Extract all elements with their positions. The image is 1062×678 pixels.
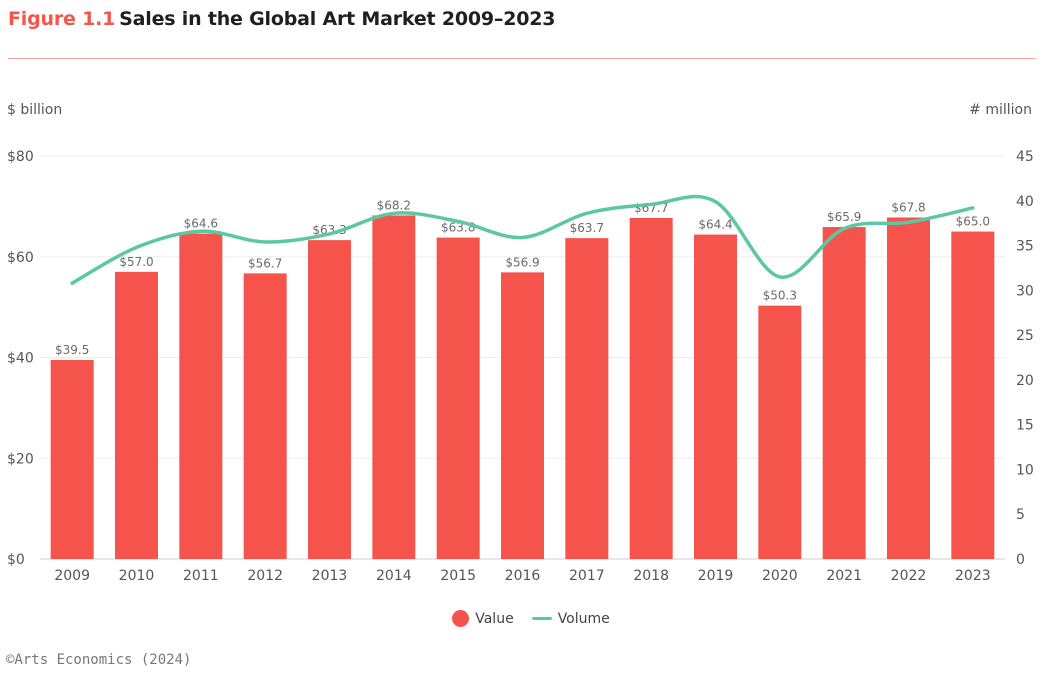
bar-value-label: $64.6 [184,217,218,231]
volume-line [70,194,975,285]
x-tick-label: 2010 [119,568,155,584]
bar-2012 [243,273,287,559]
bar-value-label: $64.4 [698,218,732,232]
bar-2018 [629,217,673,559]
y-right-tick-label: 15 [1016,418,1034,434]
bar-2015 [436,237,480,560]
bar-2013 [308,240,351,559]
bar-2022 [887,217,930,559]
x-tick-label: 2011 [183,568,219,584]
y-right-tick-label: 0 [1016,552,1025,568]
legend-label-volume: Volume [557,610,610,627]
bar-2010 [115,271,158,559]
bar-2016 [501,272,544,559]
y-right-tick-label: 10 [1016,462,1034,478]
bar-2023 [951,231,995,559]
bar-2021 [822,227,866,559]
legend-swatch-volume [531,617,552,620]
x-tick-label: 2014 [376,568,412,584]
y-right-tick-label: 40 [1016,194,1034,210]
bar-series [50,215,995,560]
y-right-axis-label: # million [969,102,1032,118]
x-tick-label: 2022 [891,568,927,584]
x-tick-label: 2020 [762,568,798,584]
legend-label-value: Value [475,610,514,627]
bar-value-label: $67.8 [891,200,925,214]
y-left-tick-label: $0 [7,552,25,568]
axes: $0 $20 $40 $60 $80 0 5 10 15 20 25 30 35 40 45 $ billio… [7,102,1034,584]
x-tick-label: 2023 [955,568,991,584]
title-divider [8,58,1036,59]
bar-value-label: $57.0 [119,255,153,269]
y-left-tick-label: $20 [7,451,34,467]
y-right-tick-label: 35 [1016,239,1034,255]
x-tick-label: 2016 [505,568,541,584]
legend: Value Volume [0,610,1062,627]
y-right-tick-label: 20 [1016,373,1034,389]
y-left-tick-label: $60 [7,250,34,266]
x-tick-label: 2013 [312,568,348,584]
data-labels: $39.5$57.0$64.6$56.7$63.3$68.2$63.8$56.9… [55,198,990,357]
x-tick-label: 2018 [633,568,669,584]
y-right-tick-label: 5 [1016,507,1025,523]
x-tick-label: 2012 [247,568,283,584]
bar-2014 [372,215,416,559]
x-tick-label: 2019 [698,568,734,584]
bar-value-label: $63.7 [570,221,604,235]
bar-value-label: $50.3 [763,289,797,303]
source-credit: ©Arts Economics (2024) [6,652,192,668]
figure-label: Figure 1.1 [8,8,116,30]
bar-value-label: $65.0 [956,215,990,229]
y-left-tick-label: $40 [7,351,34,367]
x-tick-label: 2015 [440,568,476,584]
legend-swatch-value [452,610,470,627]
legend-item-value[interactable]: Value [452,610,514,627]
bar-2020 [758,305,802,559]
bar-value-label: $68.2 [377,198,411,212]
y-right-tick-label: 30 [1016,283,1034,299]
chart: $39.5$57.0$64.6$56.7$63.3$68.2$63.8$56.9… [7,102,1034,584]
x-tick-label: 2009 [54,568,90,584]
chart-title: Sales in the Global Art Market 2009–2023 [119,8,556,30]
y-right-tick-label: 25 [1016,328,1034,344]
line-series [70,194,975,285]
y-right-tick-label: 45 [1016,149,1034,165]
bar-value-label: $56.7 [248,256,282,270]
x-tick-label: 2021 [826,568,862,584]
bar-value-label: $63.3 [312,223,346,237]
x-tick-label: 2017 [569,568,605,584]
bar-value-label: $39.5 [55,343,89,357]
bar-value-label: $65.9 [827,210,861,224]
bar-2019 [694,234,737,559]
bar-2011 [179,233,223,559]
y-left-tick-label: $80 [7,149,34,165]
legend-item-volume[interactable]: Volume [531,610,610,627]
bar-2009 [50,360,94,559]
y-left-axis-label: $ billion [7,102,62,118]
figure-title: Figure 1.1 Sales in the Global Art Market… [8,8,556,30]
bar-value-label: $56.9 [505,255,539,269]
bar-2017 [565,238,609,559]
